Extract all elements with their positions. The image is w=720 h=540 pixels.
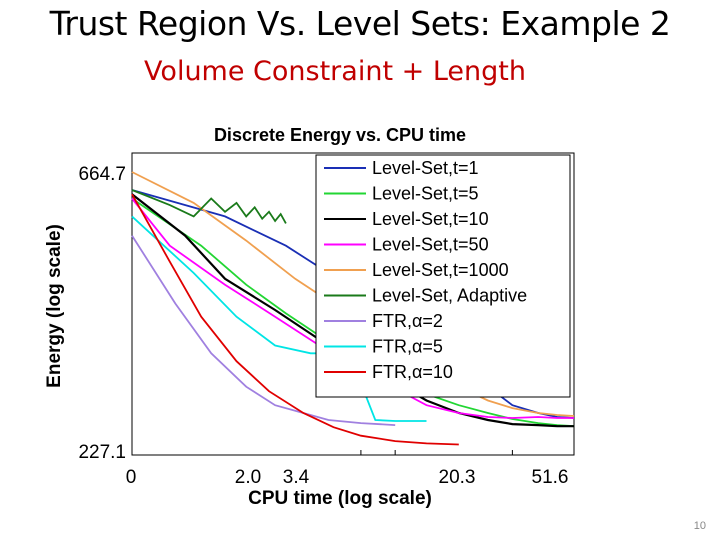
legend-label-4: Level-Set,t=50 <box>372 235 489 255</box>
x-tick-20-3: 20.3 <box>439 467 476 488</box>
series-line-9 <box>131 193 459 446</box>
legend-box <box>315 154 571 398</box>
legend-entries: Level-Set,t=1 Level-Set,t=5 Level-Set,t=10… <box>324 158 527 382</box>
legend-label-8: FTR,α=5 <box>372 337 443 357</box>
legend-label-2: Level-Set,t=5 <box>372 184 479 204</box>
legend-label-1: Level-Set,t=1 <box>372 158 479 178</box>
slide-subtitle: Volume Constraint + Length <box>144 56 526 87</box>
x-tick-51-6: 51.6 <box>532 467 569 488</box>
page-number: 10 <box>693 520 706 532</box>
tick-layer <box>131 450 575 455</box>
y-tick-bottom: 227.1 <box>78 442 126 463</box>
y-tick-top: 664.7 <box>78 164 126 185</box>
series-line-6 <box>131 189 287 224</box>
chart-title: Discrete Energy vs. CPU time <box>214 125 466 145</box>
legend-label-6: Level-Set, Adaptive <box>372 286 527 306</box>
slide-title: Trust Region Vs. Level Sets: Example 2 <box>49 4 671 43</box>
y-axis-label: Energy (log scale) <box>44 224 65 388</box>
legend-label-9: FTR,α=10 <box>372 362 453 382</box>
legend: Level-Set,t=1 Level-Set,t=5 Level-Set,t=10… <box>315 154 571 398</box>
x-tick-0: 0 <box>126 467 137 488</box>
legend-label-7: FTR,α=2 <box>372 311 443 331</box>
legend-label-3: Level-Set,t=10 <box>372 209 489 229</box>
series-line-7 <box>131 235 396 426</box>
x-tick-2-0: 2.0 <box>235 467 261 488</box>
x-axis-label: CPU time (log scale) <box>248 488 432 509</box>
legend-label-5: Level-Set,t=1000 <box>372 260 509 280</box>
x-tick-3-4: 3.4 <box>283 467 310 488</box>
